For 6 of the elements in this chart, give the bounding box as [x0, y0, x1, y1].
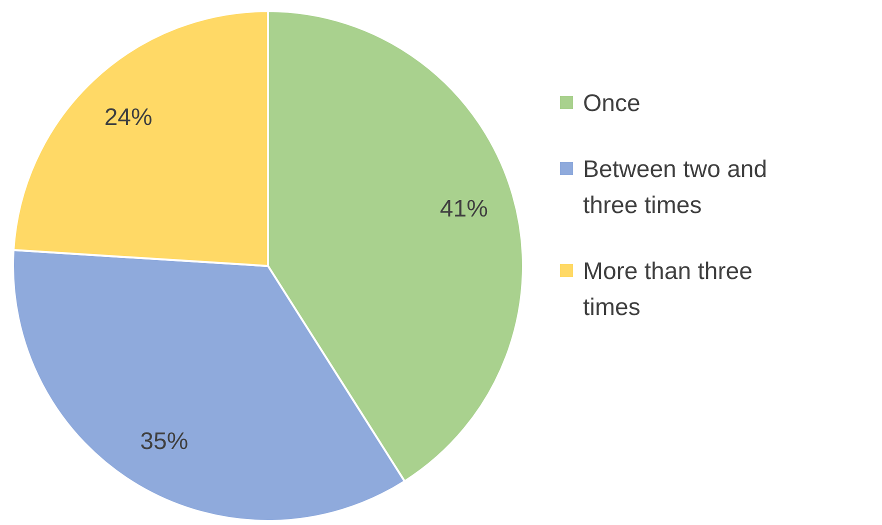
legend-label: More than three times — [583, 258, 752, 320]
data-label: 41% — [440, 196, 488, 223]
legend-label: Once — [583, 90, 640, 116]
legend-label: Between two and three times — [583, 156, 768, 218]
data-label: 24% — [104, 104, 152, 131]
data-label: 35% — [140, 428, 188, 456]
